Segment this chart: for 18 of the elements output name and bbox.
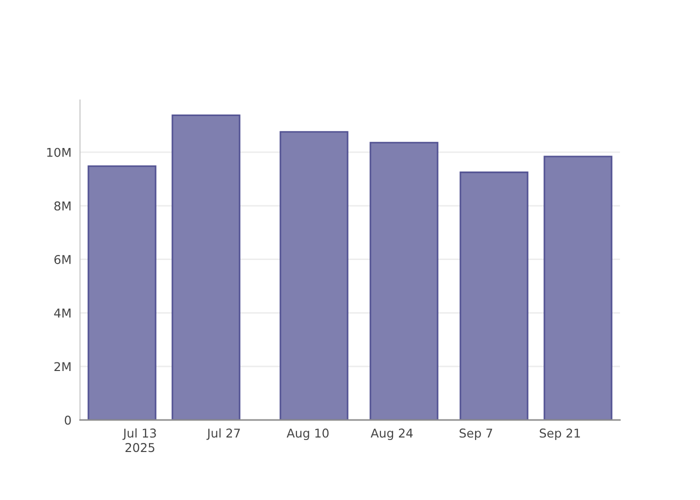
y-tick-label: 8M bbox=[54, 201, 70, 211]
x-tick-label: Jul 13 2025 bbox=[122, 428, 156, 452]
y-tick-label: 0 bbox=[64, 416, 71, 425]
x-tick-label: Aug 10 bbox=[286, 428, 329, 440]
bar bbox=[88, 165, 156, 420]
y-tick-label: 4M bbox=[54, 308, 70, 318]
bar bbox=[172, 114, 240, 420]
bar bbox=[460, 172, 528, 420]
x-tick-label: Jul 27 bbox=[206, 428, 240, 440]
x-tick-label: Aug 24 bbox=[370, 428, 413, 440]
y-tick-label: 10M bbox=[47, 148, 70, 157]
x-tick-label: Sep 21 bbox=[540, 428, 580, 440]
bar bbox=[280, 131, 348, 420]
y-tick-label: 2M bbox=[54, 362, 70, 372]
bar bbox=[544, 156, 612, 420]
x-tick-label: Sep 7 bbox=[460, 428, 492, 440]
y-tick-label: 6M bbox=[54, 254, 70, 264]
bar bbox=[370, 142, 438, 420]
